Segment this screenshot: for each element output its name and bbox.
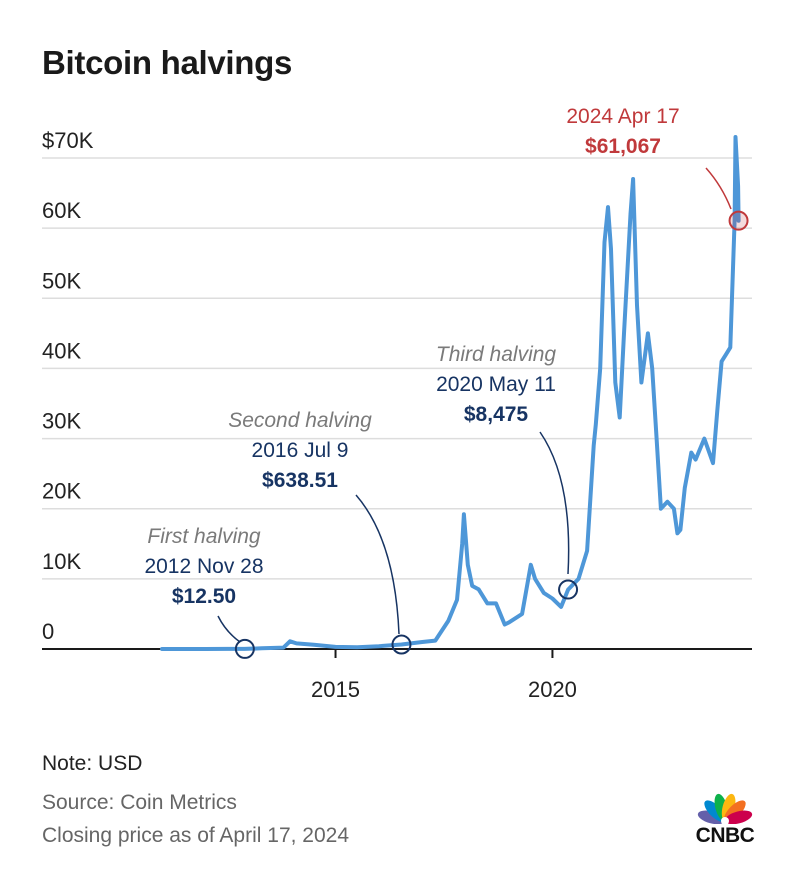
x-tick-label: 2020 [528, 677, 577, 702]
annotation-price: $638.51 [262, 469, 338, 492]
y-tick-label: 0 [42, 619, 54, 644]
annotation-latest-price: 2024 Apr 17 $61,067 [566, 105, 749, 231]
chart-title: Bitcoin halvings [42, 44, 293, 81]
price-chart: $70K 60K 50K 40K 30K 20K 10K 0 2015 2020 First h… [42, 105, 752, 702]
note-text: Note: USD [42, 752, 143, 775]
halving-marker [234, 638, 255, 659]
leader-line [355, 494, 400, 635]
annotation-second-halving: Second halving 2016 Jul 9 $638.51 [228, 409, 412, 655]
source-text: Source: Coin Metrics [42, 791, 237, 814]
leader-line [539, 431, 570, 575]
y-tick-label: 20K [42, 479, 81, 504]
as-of-text: Closing price as of April 17, 2024 [42, 824, 350, 847]
y-tick-label: $70K [42, 128, 94, 153]
y-axis-ticks: $70K 60K 50K 40K 30K 20K 10K 0 [42, 128, 94, 644]
annotation-label: Second halving [228, 409, 372, 432]
leader-line [705, 167, 732, 210]
annotation-price: $8,475 [464, 403, 529, 426]
annotation-third-halving: Third halving 2020 May 11 $8,475 [436, 343, 579, 600]
halving-marker [391, 634, 412, 655]
y-tick-label: 60K [42, 198, 81, 223]
annotation-first-halving: First halving 2012 Nov 28 $12.50 [144, 525, 264, 659]
logo-text: CNBC [695, 824, 755, 847]
x-axis-ticks: 2015 2020 [311, 649, 577, 702]
annotation-price: $12.50 [172, 585, 236, 608]
y-tick-label: 30K [42, 409, 81, 434]
peacock-icon [697, 793, 753, 825]
y-tick-label: 40K [42, 338, 81, 363]
annotation-label: Third halving [436, 343, 557, 366]
annotation-date: 2024 Apr 17 [566, 105, 679, 128]
annotation-date: 2020 May 11 [436, 373, 556, 396]
annotation-price: $61,067 [585, 135, 661, 158]
cnbc-logo: CNBC [689, 788, 761, 850]
halving-marker [728, 210, 749, 231]
halving-marker [558, 579, 579, 600]
y-tick-label: 50K [42, 268, 81, 293]
annotation-date: 2012 Nov 28 [144, 555, 263, 578]
annotation-label: First halving [147, 525, 261, 548]
annotation-date: 2016 Jul 9 [252, 439, 349, 462]
leader-line [217, 615, 241, 643]
gridlines [42, 157, 752, 580]
y-tick-label: 10K [42, 549, 81, 574]
series-line-price [160, 135, 741, 651]
x-tick-label: 2015 [311, 677, 360, 702]
